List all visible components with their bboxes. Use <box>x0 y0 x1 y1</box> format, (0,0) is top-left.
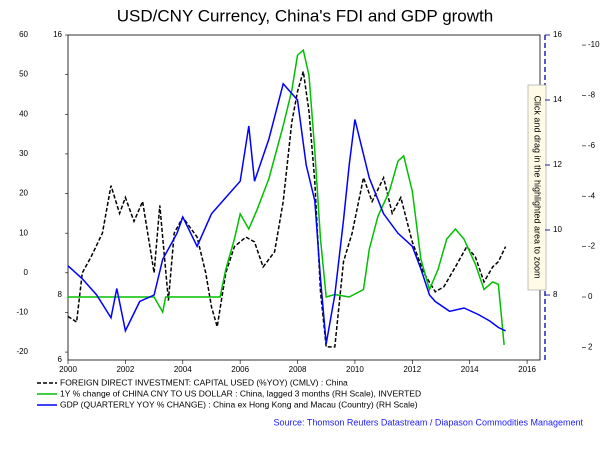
y3-tick-label: 12 <box>553 160 562 169</box>
y2-tick-label: -10 <box>588 40 600 49</box>
y2-tick-label: -4 <box>588 191 596 200</box>
x-tick-label: 2012 <box>403 365 421 374</box>
y2-tick-label: -8 <box>588 91 596 100</box>
y3-tick-label: 14 <box>553 95 562 104</box>
x-tick-label: 2006 <box>231 365 249 374</box>
y2-tick-label: 0 <box>588 292 593 301</box>
x-tick-label: 2000 <box>59 365 77 374</box>
legend-label: FOREIGN DIRECT INVESTMENT: CAPITAL USED … <box>60 377 348 387</box>
y3-tick-label: 16 <box>553 30 562 39</box>
y-tick-label: 20 <box>19 189 28 198</box>
y-tick-label: -20 <box>16 347 28 356</box>
x-tick-label: 2004 <box>174 365 192 374</box>
legend-label: 1Y % change of CHINA CNY TO US DOLLAR : … <box>60 388 421 398</box>
y-tick-label: 10 <box>19 228 28 237</box>
y3-tick-label: 8 <box>553 290 558 299</box>
chart-title: USD/CNY Currency, China's FDI and GDP gr… <box>117 6 493 25</box>
y-tick-label: 40 <box>19 109 28 118</box>
zoom-area[interactable] <box>527 84 547 291</box>
x-tick-label: 2008 <box>289 365 307 374</box>
y3-tick-label: 10 <box>553 225 562 234</box>
x-tick-label: 2014 <box>461 365 479 374</box>
y2-tick-label: 2 <box>588 343 593 352</box>
x-tick-label: 2010 <box>346 365 364 374</box>
x-tick-label: 2002 <box>116 365 134 374</box>
y-tick-label: -10 <box>16 308 28 317</box>
y-tick-label: 0 <box>24 268 29 277</box>
y3-left-tick-label: 16 <box>53 30 62 39</box>
y-tick-label: 30 <box>19 149 28 158</box>
y-tick-label: 60 <box>19 30 28 39</box>
legend-label: GDP (QUARTERLY YOY % CHANGE) : China ex … <box>60 399 418 409</box>
x-tick-label: 2016 <box>518 365 536 374</box>
series-line <box>67 82 506 344</box>
y3-left-tick-label: 6 <box>58 355 63 364</box>
y2-tick-label: -2 <box>588 242 596 251</box>
zoom-hint[interactable]: Click and drag in the highlighted area t… <box>533 95 543 278</box>
y3-left-tick-label: 8 <box>58 290 63 299</box>
series-line <box>67 71 507 348</box>
source: Source: Thomson Reuters Datastream / Dia… <box>274 417 584 427</box>
y-tick-label: 50 <box>19 70 28 79</box>
y2-tick-label: -6 <box>588 141 596 150</box>
